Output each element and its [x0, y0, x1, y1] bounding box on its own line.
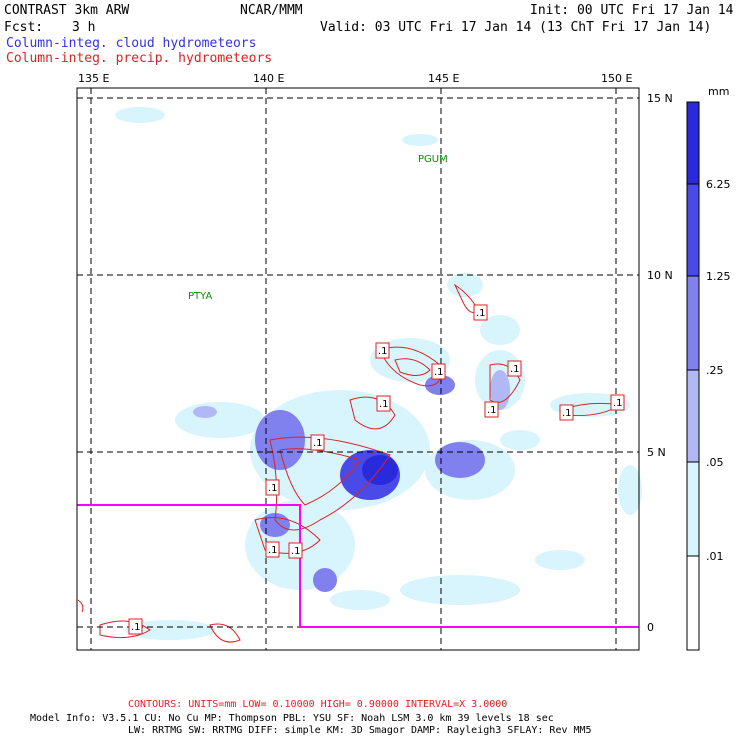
contour-label-box	[610, 394, 625, 411]
contour-value: .1	[487, 405, 497, 416]
precip-contour	[379, 346, 442, 387]
colorbar: mm 6.25 1.25 .25 .05 .01	[686, 85, 731, 651]
contour-label-box	[310, 434, 325, 451]
precip-contour	[349, 396, 396, 430]
cloud-area	[175, 402, 265, 438]
colorbar-unit: mm	[708, 85, 729, 98]
contour-label-box	[484, 401, 499, 418]
cloud-area	[115, 107, 165, 123]
cloud-shading-medium	[193, 370, 510, 592]
contour-label-box	[128, 618, 143, 635]
colorbar-bin	[687, 556, 699, 650]
lat-label: 10 N	[647, 269, 673, 282]
colorbar-label: .05	[706, 456, 724, 469]
cloud-area	[330, 590, 390, 610]
contour-label-box	[375, 342, 390, 359]
lon-label: 140 E	[253, 72, 284, 85]
contour-label-box	[473, 304, 488, 321]
colorbar-bin	[687, 276, 699, 370]
precip-contour	[394, 358, 431, 376]
colorbar-bin	[687, 370, 699, 462]
cloud-area	[500, 430, 540, 450]
valid-time: Valid: 03 UTC Fri 17 Jan 14 (13 ChT Fri …	[320, 20, 712, 35]
contour-value: .1	[313, 438, 323, 449]
colorbar-bin	[687, 102, 699, 184]
fcst-label: Fcst:	[4, 20, 44, 35]
cloud-area	[425, 375, 455, 395]
contour-value: .1	[434, 367, 444, 378]
contour-label-box	[265, 479, 280, 496]
model-info-line-2: LW: RRTMG SW: RRTMG DIFF: simple KM: 3D …	[128, 725, 592, 736]
cloud-area	[618, 465, 642, 515]
precip-contour	[99, 620, 151, 639]
contour-value: .1	[613, 398, 623, 409]
cloud-area	[313, 568, 337, 592]
contour-value: .1	[378, 346, 388, 357]
contour-value: .1	[291, 546, 301, 557]
cloud-area	[193, 406, 217, 418]
lat-label: 5 N	[647, 446, 666, 459]
lon-label: 145 E	[428, 72, 459, 85]
precip-contour	[209, 623, 241, 643]
contour-label-box	[431, 363, 446, 380]
contour-value: .1	[268, 545, 278, 556]
lon-label: 135 E	[78, 72, 109, 85]
cloud-area	[480, 315, 520, 345]
lat-label: 0	[647, 621, 654, 634]
cloud-area	[260, 513, 290, 537]
lat-label: 15 N	[647, 92, 673, 105]
cloud-area	[255, 410, 305, 470]
station-ptya: PTYA	[188, 291, 212, 302]
colorbar-frame	[686, 101, 700, 651]
nested-domain-outline	[77, 504, 639, 628]
colorbar-label: 6.25	[706, 178, 731, 191]
contour-value: .1	[268, 483, 278, 494]
contour-value: .1	[510, 364, 520, 375]
cloud-area	[400, 575, 520, 605]
fcst-value: 3 h	[72, 20, 96, 35]
model-info-line-1: Model Info: V3.5.1 CU: No Cu MP: Thompso…	[30, 713, 554, 724]
contour-value: .1	[476, 308, 486, 319]
cloud-shading	[115, 107, 642, 640]
precip-contour	[269, 436, 391, 531]
precip-field-title: Column-integ. precip. hydrometeors	[6, 51, 273, 66]
cloud-area	[535, 550, 585, 570]
cloud-field-title: Column-integ. cloud hydrometeors	[6, 36, 257, 51]
cloud-area	[370, 338, 450, 382]
contour-value: .1	[131, 622, 141, 633]
contour-label-box	[265, 541, 280, 558]
colorbar-bin	[687, 462, 699, 556]
precip-contour	[77, 599, 84, 613]
contour-info: CONTOURS: UNITS=mm LOW= 0.10000 HIGH= 0.…	[128, 699, 508, 710]
contour-value: .1	[379, 399, 389, 410]
cloud-area	[125, 620, 215, 640]
station-pgum: PGUM	[418, 154, 448, 165]
cloud-area	[402, 134, 438, 146]
cloud-area	[362, 455, 398, 485]
model-title: CONTRAST 3km ARW	[4, 3, 130, 18]
contour-value-labels: .1 .1 .1 .1 .1 .1 .1 .1 .1 .1 .1 .1 .1	[128, 304, 625, 635]
init-time: Init: 00 UTC Fri 17 Jan 14	[530, 3, 734, 18]
colorbar-label: .25	[706, 364, 724, 377]
contour-label-box	[559, 404, 574, 421]
colorbar-label: .01	[706, 550, 724, 563]
colorbar-label: 1.25	[706, 270, 731, 283]
contour-label-box	[288, 542, 303, 559]
lon-label: 150 E	[601, 72, 632, 85]
colorbar-bin	[687, 184, 699, 276]
contour-label-box	[376, 395, 391, 412]
contour-label-box	[507, 360, 522, 377]
cloud-area	[447, 273, 483, 297]
map-frame	[76, 87, 640, 651]
org-label: NCAR/MMM	[240, 3, 303, 18]
cloud-area	[435, 442, 485, 478]
contour-value: .1	[562, 408, 572, 419]
